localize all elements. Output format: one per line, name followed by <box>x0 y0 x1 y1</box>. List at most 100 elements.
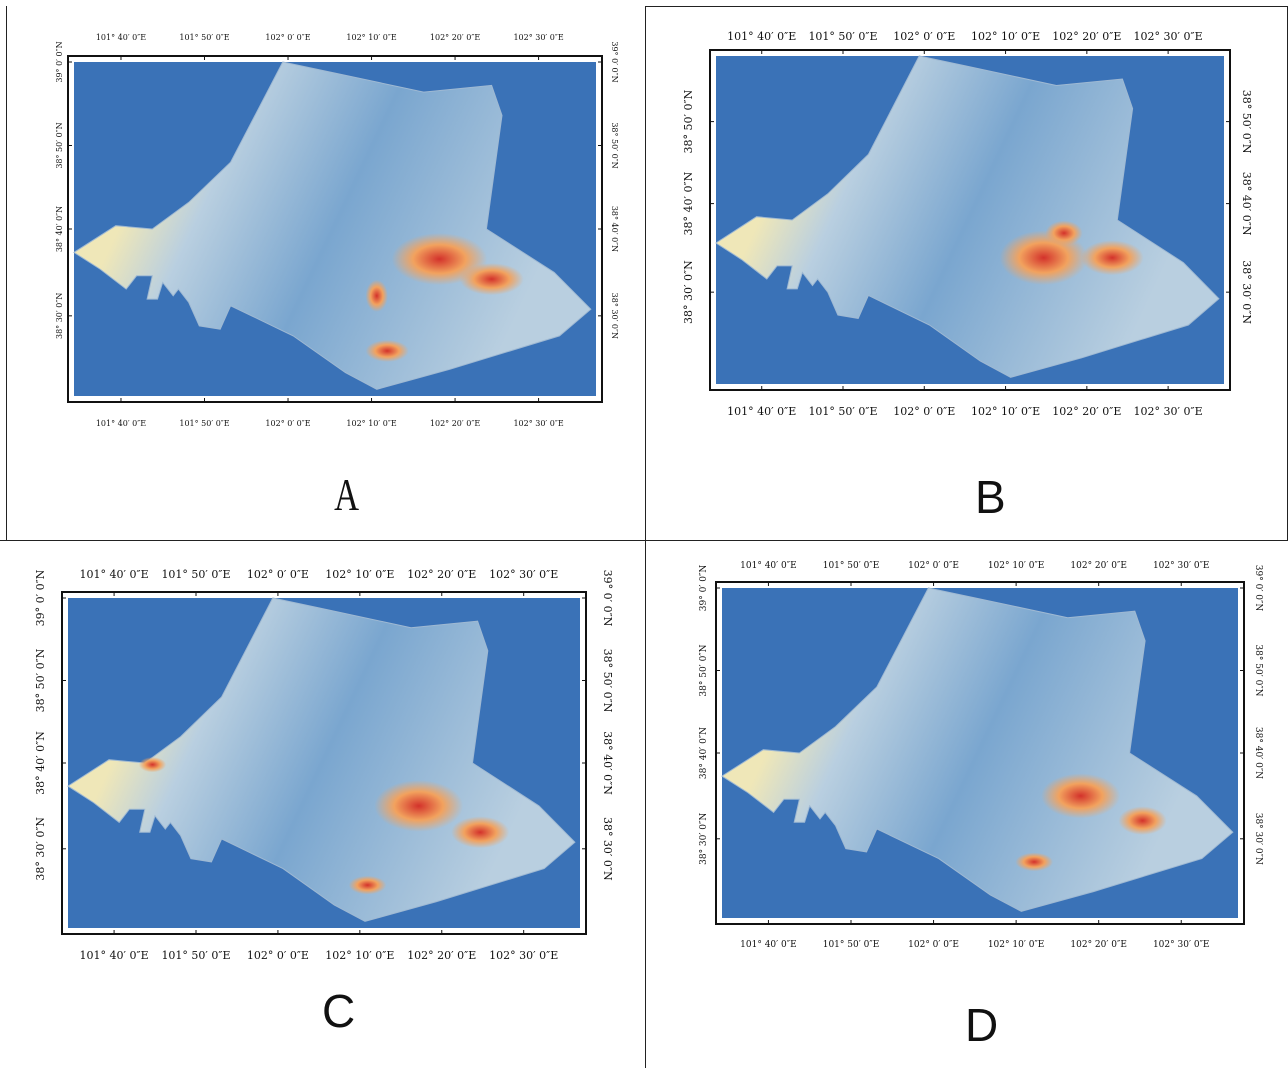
lon-tick-label-top: 102° 20′ 0″E <box>1070 561 1127 571</box>
lon-tick-label-bottom: 102° 20′ 0″E <box>1070 940 1127 950</box>
high-value-area <box>1118 806 1167 835</box>
lat-tick-label-right: 38° 30′ 0″N <box>601 817 614 881</box>
lat-tick-label-right: 38° 50′ 0″N <box>1240 90 1253 154</box>
lat-tick-label-left: 38° 30′ 0″N <box>699 813 709 865</box>
lon-tick-label-top: 102° 20′ 0″E <box>430 33 480 42</box>
lon-tick-label-top: 102° 0′ 0″E <box>265 33 310 42</box>
lon-tick-label-top: 102° 10′ 0″E <box>325 568 394 581</box>
lon-tick-label-bottom: 101° 40′ 0″E <box>740 940 797 950</box>
lat-tick-label-left: 38° 50′ 0″N <box>699 644 709 696</box>
lat-tick-label-right: 38° 40′ 0″N <box>1253 727 1263 779</box>
panel-divider-horizontal <box>0 540 1288 541</box>
lon-tick-label-bottom: 101° 40′ 0″E <box>80 949 149 962</box>
map-figure-d: 101° 40′ 0″E 101° 40′ 0″E 101° 50′ 0″E 101°… <box>699 561 1263 950</box>
lon-tick-label-top: 102° 30′ 0″E <box>489 568 558 581</box>
lon-tick-label-bottom: 102° 0′ 0″E <box>247 949 309 962</box>
lat-tick-label-right: 38° 30′ 0″N <box>610 293 619 339</box>
lat-tick-label-left: 38° 50′ 0″N <box>682 89 695 153</box>
study-region <box>67 597 576 922</box>
lat-tick-label-left: 38° 50′ 0″N <box>34 648 47 712</box>
map-panel-b: 101° 40′ 0″E 101° 40′ 0″E 101° 50′ 0″E 101°… <box>645 0 1288 540</box>
lat-tick-label-right: 38° 50′ 0″N <box>1253 644 1263 696</box>
panel-label-d: D <box>965 999 999 1051</box>
lon-tick-label-top: 102° 0′ 0″E <box>247 568 309 581</box>
lat-tick-label-left: 38° 40′ 0″N <box>55 206 64 252</box>
lon-tick-label-top: 102° 10′ 0″E <box>346 33 396 42</box>
lon-tick-label-top: 101° 40′ 0″E <box>740 561 797 571</box>
lon-tick-label-bottom: 102° 30′ 0″E <box>1153 940 1210 950</box>
lat-tick-label-right: 39° 0′ 0″N <box>1253 565 1263 612</box>
study-region <box>721 587 1234 912</box>
lon-tick-label-bottom: 102° 20′ 0″E <box>407 949 476 962</box>
lon-tick-label-bottom: 101° 50′ 0″E <box>179 419 229 428</box>
left-border-top <box>6 6 7 540</box>
lat-tick-label-right: 38° 50′ 0″N <box>601 649 614 713</box>
study-region <box>73 61 592 390</box>
lon-tick-label-top: 101° 50′ 0″E <box>808 30 877 43</box>
lon-tick-label-bottom: 102° 20′ 0″E <box>430 419 480 428</box>
lon-tick-label-bottom: 102° 0′ 0″E <box>265 419 310 428</box>
high-value-area <box>365 339 409 362</box>
lon-tick-label-bottom: 102° 10′ 0″E <box>346 419 396 428</box>
high-value-area <box>451 816 510 849</box>
lon-tick-label-bottom: 102° 10′ 0″E <box>971 405 1040 418</box>
lon-tick-label-top: 101° 50′ 0″E <box>161 568 230 581</box>
lon-tick-label-top: 102° 10′ 0″E <box>988 561 1045 571</box>
lon-tick-label-bottom: 102° 30′ 0″E <box>489 949 558 962</box>
lon-tick-label-top: 102° 10′ 0″E <box>971 30 1040 43</box>
lat-tick-label-right: 38° 50′ 0″N <box>610 122 619 168</box>
lon-tick-label-top: 101° 40′ 0″E <box>96 33 146 42</box>
lat-tick-label-right: 38° 40′ 0″N <box>601 731 614 795</box>
map-figure-a: 101° 40′ 0″E 101° 40′ 0″E 101° 50′ 0″E 101°… <box>55 33 619 428</box>
lat-tick-label-left: 39° 0′ 0″N <box>55 41 64 82</box>
lon-tick-label-bottom: 102° 30′ 0″E <box>1134 405 1203 418</box>
lon-tick-label-top: 101° 50′ 0″E <box>823 561 880 571</box>
lat-tick-label-left: 38° 40′ 0″N <box>34 731 47 795</box>
panel-label-c: C <box>322 985 356 1037</box>
lon-tick-label-bottom: 102° 10′ 0″E <box>988 940 1045 950</box>
panel-divider-vertical <box>645 6 646 1068</box>
lon-tick-label-bottom: 102° 20′ 0″E <box>1052 405 1121 418</box>
lat-tick-label-right: 38° 30′ 0″N <box>1253 813 1263 865</box>
map-panel-c: 101° 40′ 0″E 101° 40′ 0″E 101° 50′ 0″E 101°… <box>0 540 645 1068</box>
lon-tick-label-top: 102° 20′ 0″E <box>407 568 476 581</box>
lat-tick-label-left: 38° 30′ 0″N <box>682 260 695 324</box>
lon-tick-label-top: 102° 30′ 0″E <box>1153 561 1210 571</box>
study-region <box>715 55 1220 378</box>
lat-tick-label-right: 39° 0′ 0″N <box>610 41 619 82</box>
high-value-area <box>459 263 524 296</box>
lon-tick-label-top: 101° 50′ 0″E <box>179 33 229 42</box>
lon-tick-label-top: 101° 40′ 0″E <box>80 568 149 581</box>
map-panel-a: 101° 40′ 0″E 101° 40′ 0″E 101° 50′ 0″E 101°… <box>0 0 645 540</box>
lon-tick-label-top: 102° 20′ 0″E <box>1052 30 1121 43</box>
lat-tick-label-left: 38° 30′ 0″N <box>34 817 47 881</box>
lon-tick-label-bottom: 102° 0′ 0″E <box>893 405 955 418</box>
high-value-area <box>365 279 388 312</box>
map-figure-b: 101° 40′ 0″E 101° 40′ 0″E 101° 50′ 0″E 101°… <box>682 30 1253 418</box>
lon-tick-label-top: 101° 40′ 0″E <box>727 30 796 43</box>
high-value-area <box>348 875 387 895</box>
lon-tick-label-bottom: 102° 0′ 0″E <box>908 940 959 950</box>
lat-tick-label-left: 39° 0′ 0″N <box>34 569 47 626</box>
lat-tick-label-left: 38° 40′ 0″N <box>699 727 709 779</box>
lat-tick-label-right: 39° 0′ 0″N <box>601 570 614 627</box>
lon-tick-label-bottom: 101° 40′ 0″E <box>727 405 796 418</box>
top-border-right <box>645 6 1288 7</box>
lat-tick-label-left: 38° 30′ 0″N <box>55 293 64 339</box>
lon-tick-label-bottom: 101° 50′ 0″E <box>808 405 877 418</box>
lon-tick-label-top: 102° 30′ 0″E <box>513 33 563 42</box>
lat-tick-label-left: 38° 50′ 0″N <box>55 122 64 168</box>
high-value-area <box>1080 240 1144 276</box>
lat-tick-label-left: 38° 40′ 0″N <box>682 171 695 235</box>
lon-tick-label-bottom: 101° 50′ 0″E <box>161 949 230 962</box>
lon-tick-label-top: 102° 0′ 0″E <box>908 561 959 571</box>
lat-tick-label-left: 39° 0′ 0″N <box>699 565 709 612</box>
panel-label-a: A <box>334 469 360 520</box>
lon-tick-label-bottom: 102° 30′ 0″E <box>513 419 563 428</box>
panel-label-b: B <box>975 471 1006 523</box>
high-value-area <box>1015 852 1054 872</box>
lon-tick-label-bottom: 102° 10′ 0″E <box>325 949 394 962</box>
high-value-area <box>374 780 464 832</box>
high-value-area <box>1045 220 1083 246</box>
lon-tick-label-bottom: 101° 40′ 0″E <box>96 419 146 428</box>
